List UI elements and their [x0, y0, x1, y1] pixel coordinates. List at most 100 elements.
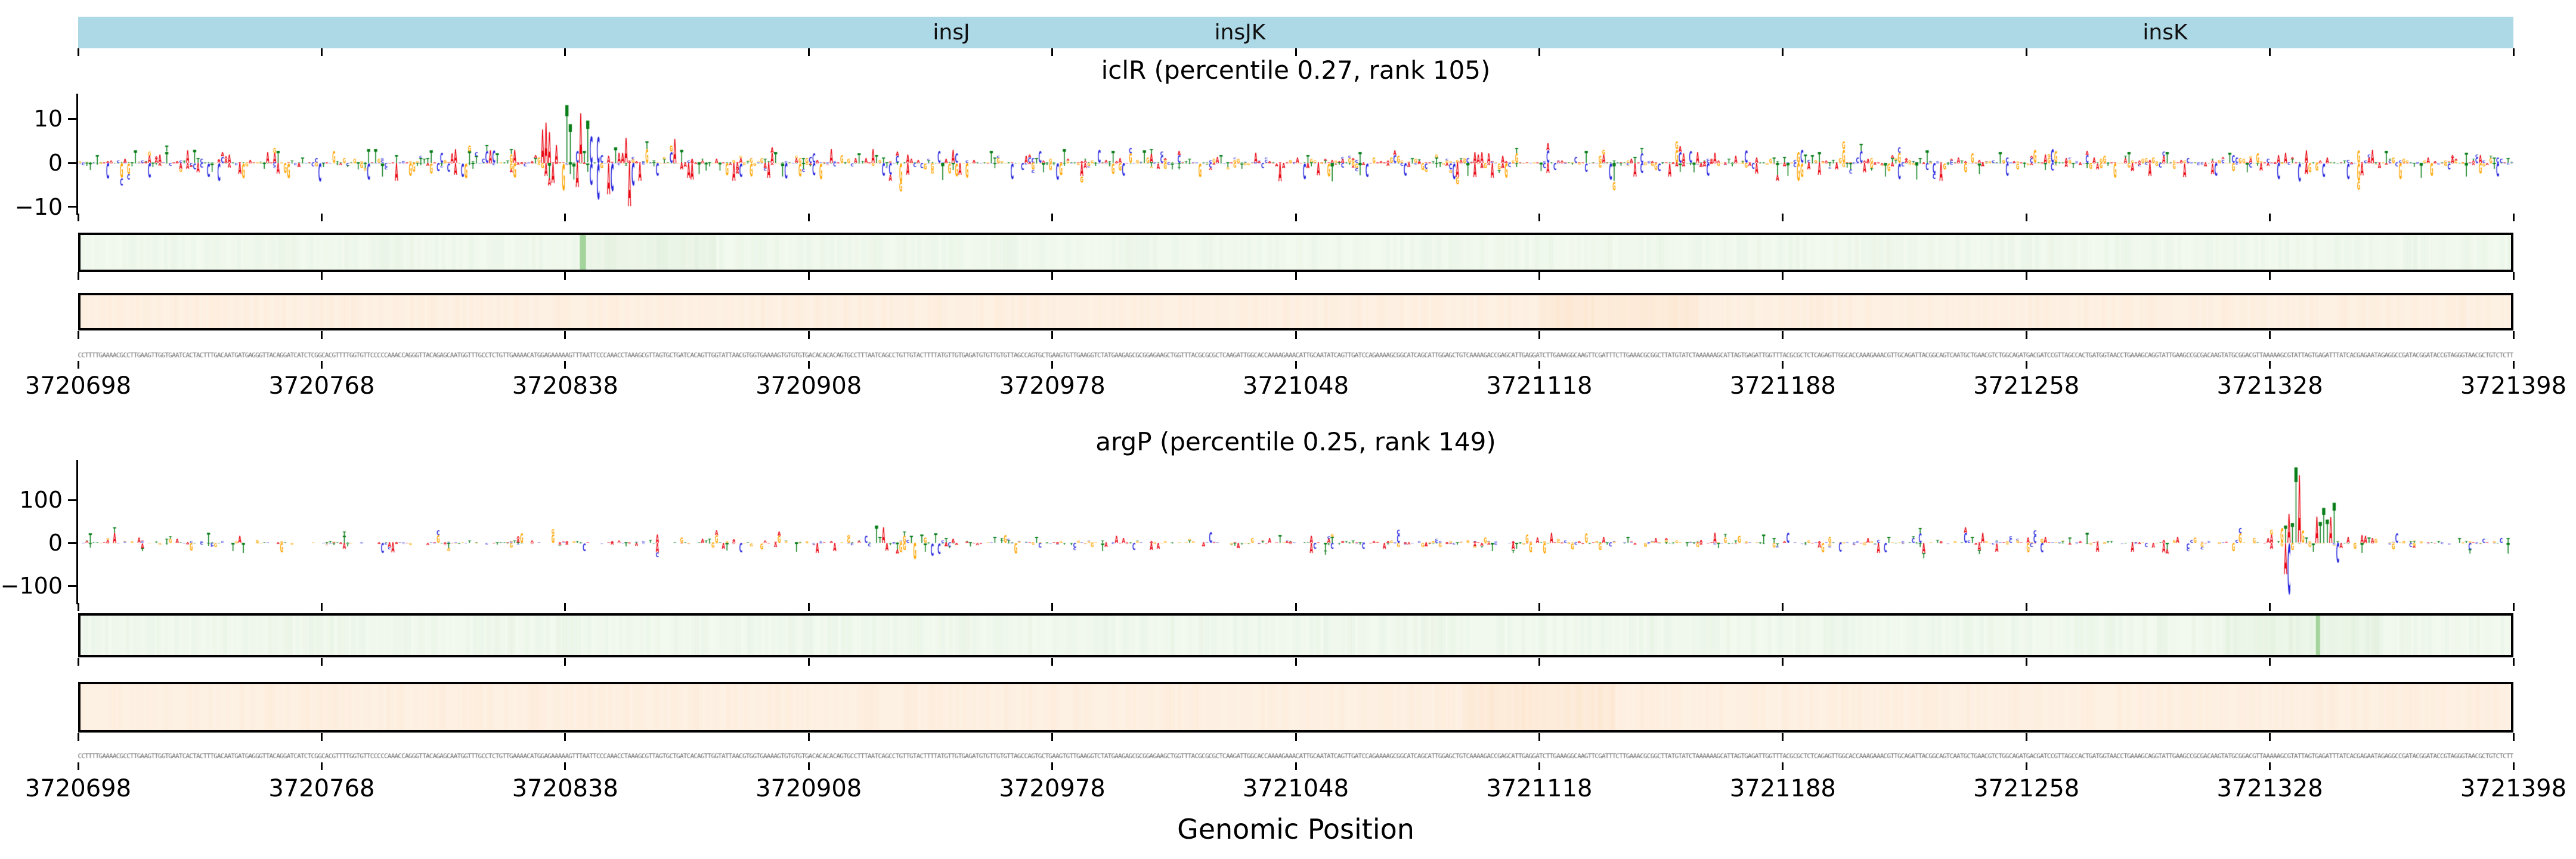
y-tick-label: −10	[14, 193, 63, 220]
x-tick	[1295, 361, 1297, 369]
x-tick	[1295, 762, 1297, 770]
x-tick-label: 3721258	[1973, 775, 2080, 802]
x-tick	[2269, 658, 2271, 666]
x-tick	[1295, 603, 1297, 611]
x-tick-label: 3720698	[24, 372, 132, 400]
y-tick	[68, 162, 76, 164]
x-tick-label: 3720978	[999, 372, 1106, 400]
x-tick	[77, 272, 79, 280]
x-tick	[2269, 361, 2271, 369]
x-tick-label: 3721188	[1729, 775, 1836, 802]
y-tick-label: 100	[19, 487, 63, 514]
x-tick	[2269, 733, 2271, 741]
x-tick	[1295, 272, 1297, 280]
x-tick	[2025, 331, 2027, 339]
x-tick	[1295, 733, 1297, 741]
x-tick	[1782, 214, 1784, 221]
x-tick	[807, 214, 810, 221]
x-tick	[77, 762, 79, 770]
x-tick	[1051, 733, 1054, 741]
x-tick	[320, 603, 323, 611]
green-heatmap-canvas	[80, 616, 2511, 655]
dna-sequence-track-iclR	[78, 350, 2513, 360]
attribution-logo-argP	[78, 460, 2513, 603]
x-tick	[1538, 762, 1540, 770]
x-tick	[2269, 272, 2271, 280]
x-tick	[77, 603, 79, 611]
gene-label-insK: insK	[2142, 20, 2188, 45]
x-tick	[807, 733, 810, 741]
x-tick-label: 3721118	[1486, 372, 1593, 400]
panel-title-iclR: iclR (percentile 0.27, rank 105)	[1101, 55, 1491, 85]
x-tick-label: 3720838	[512, 372, 618, 400]
x-tick-label: 3720768	[268, 775, 375, 802]
y-tick	[68, 542, 76, 544]
x-tick	[1782, 331, 1784, 339]
y-tick	[68, 585, 76, 587]
x-tick	[2025, 48, 2027, 56]
x-tick	[1538, 658, 1540, 666]
x-tick-label: 3721048	[1242, 775, 1349, 802]
gene-label-insJ: insJ	[933, 20, 970, 45]
y-axis-spine	[76, 94, 78, 215]
x-tick	[2269, 762, 2271, 770]
x-tick	[1051, 331, 1054, 339]
x-tick	[2269, 48, 2271, 56]
x-tick	[77, 331, 79, 339]
x-tick-label: 3720978	[999, 775, 1106, 802]
x-tick	[1782, 48, 1784, 56]
x-tick	[2512, 361, 2515, 369]
x-tick	[1051, 214, 1054, 221]
x-tick	[2512, 733, 2515, 741]
x-axis-title: Genomic Position	[1177, 813, 1414, 845]
x-tick	[320, 214, 323, 221]
x-tick	[1295, 214, 1297, 221]
x-tick	[2512, 762, 2515, 770]
y-axis-spine	[76, 460, 78, 604]
x-tick	[564, 733, 566, 741]
dna-sequence-track-argP	[78, 750, 2513, 761]
importance-heatmap-green-argP	[78, 613, 2513, 657]
x-tick	[2269, 331, 2271, 339]
x-tick	[1538, 361, 1540, 369]
x-tick	[564, 361, 566, 369]
x-tick	[320, 361, 323, 369]
x-tick	[807, 48, 810, 56]
x-tick	[2025, 733, 2027, 741]
x-tick-label: 3720768	[268, 372, 375, 400]
x-tick-label: 3721328	[2216, 372, 2323, 400]
green-heatmap-canvas	[80, 235, 2511, 270]
x-tick	[1782, 762, 1784, 770]
y-tick	[68, 499, 76, 501]
x-tick	[807, 331, 810, 339]
x-tick	[807, 762, 810, 770]
x-tick	[807, 603, 810, 611]
x-tick	[564, 48, 566, 56]
x-tick	[564, 272, 566, 280]
x-tick	[1295, 48, 1297, 56]
x-tick	[2269, 214, 2271, 221]
x-tick	[564, 762, 566, 770]
y-tick-label: −100	[0, 573, 63, 600]
x-tick-label: 3720838	[512, 775, 618, 802]
x-tick	[1051, 603, 1054, 611]
importance-heatmap-orange-iclR	[78, 293, 2513, 330]
x-tick	[2512, 658, 2515, 666]
y-tick	[68, 118, 76, 120]
x-tick	[564, 603, 566, 611]
x-tick	[320, 48, 323, 56]
x-tick	[1051, 361, 1054, 369]
x-tick	[77, 658, 79, 666]
x-tick	[1051, 658, 1054, 666]
x-tick	[1538, 603, 1540, 611]
x-tick-label: 3721188	[1729, 372, 1836, 400]
x-tick	[2025, 603, 2027, 611]
x-tick	[2025, 272, 2027, 280]
x-tick	[320, 658, 323, 666]
x-tick	[2512, 331, 2515, 339]
x-tick-label: 3720908	[756, 775, 862, 802]
x-tick	[564, 658, 566, 666]
y-tick	[68, 206, 76, 208]
y-tick-label: 10	[33, 106, 63, 132]
